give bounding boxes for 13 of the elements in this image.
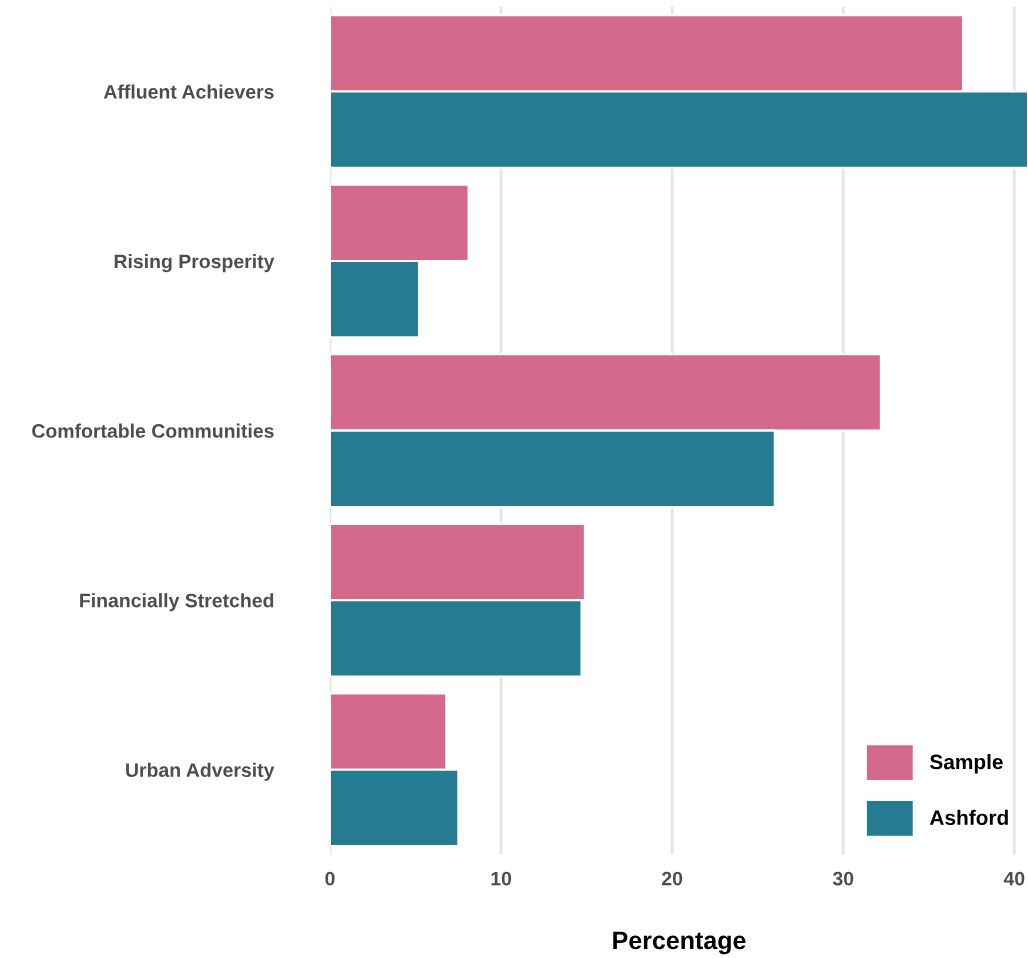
x-tick-label: 20 — [662, 871, 683, 886]
legend-label: Ashford — [929, 809, 1008, 826]
y-tick-label: Rising Prosperity — [114, 254, 275, 273]
y-tick-label: Comfortable Communities — [32, 423, 274, 438]
x-tick-label: 40 — [1003, 871, 1025, 886]
y-tick-label: Urban Adversity — [126, 762, 275, 781]
x-tick-label: 10 — [491, 871, 512, 886]
legend-label: Sample — [930, 754, 1003, 774]
y-tick-label: Financially Stretched — [80, 593, 274, 612]
x-tick-label: 30 — [832, 871, 854, 886]
x-axis-title: Percentage — [613, 931, 746, 955]
y-tick-label: Affluent Achievers — [103, 84, 274, 99]
x-tick-label: 0 — [325, 871, 335, 886]
